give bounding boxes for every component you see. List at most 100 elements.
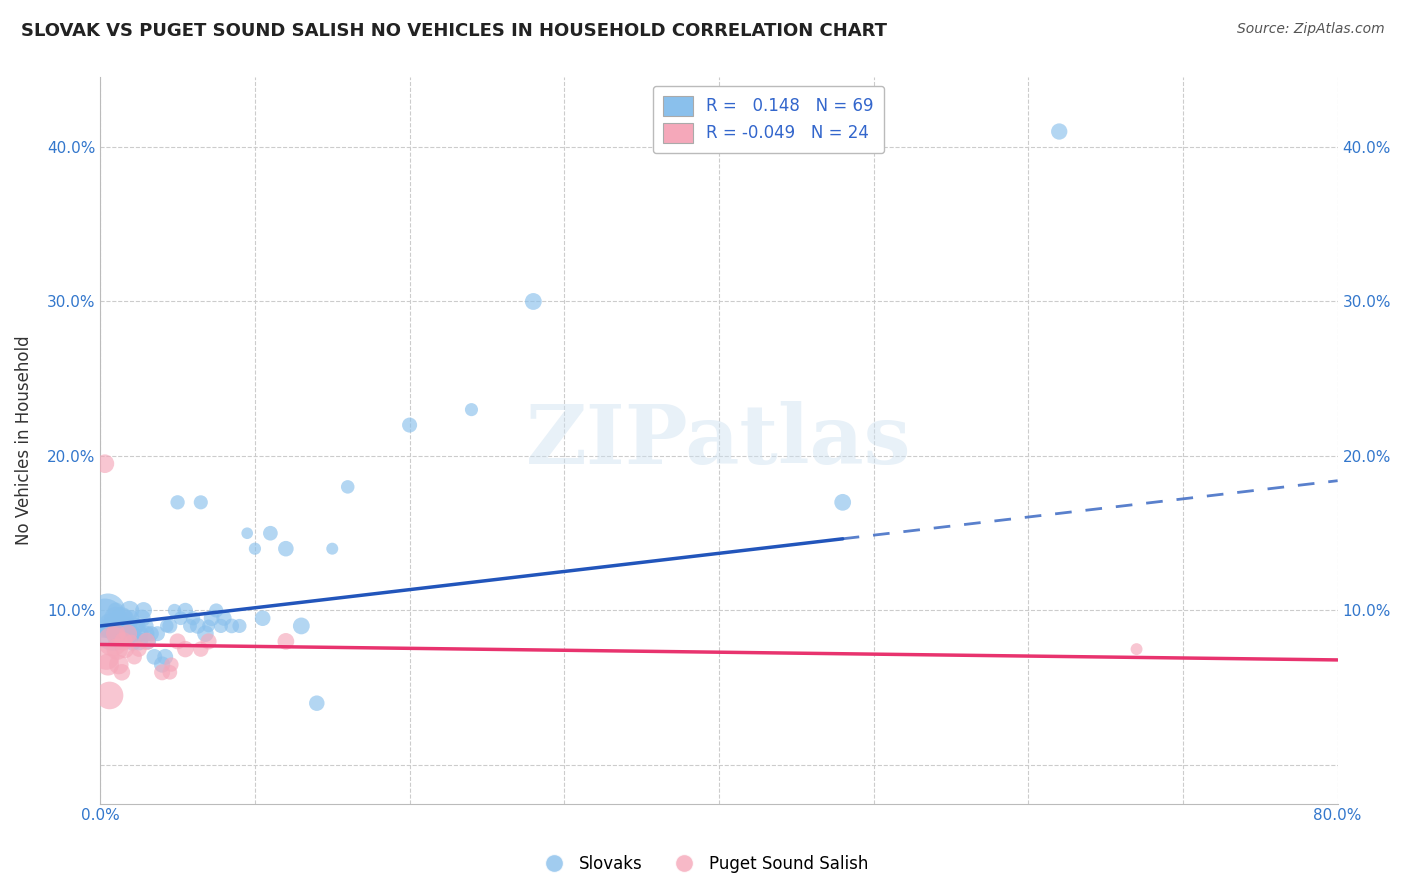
Text: Source: ZipAtlas.com: Source: ZipAtlas.com: [1237, 22, 1385, 37]
Point: [159, 619, 181, 633]
Text: ZIPatlas: ZIPatlas: [526, 401, 911, 481]
Point: [98, 689, 121, 703]
Point: [114, 611, 136, 625]
Point: [274, 634, 297, 648]
Point: [121, 634, 143, 648]
Point: [128, 642, 150, 657]
Point: [160, 657, 183, 672]
Point: [100, 619, 122, 633]
Point: [108, 626, 131, 640]
Point: [104, 619, 127, 633]
Point: [290, 619, 312, 633]
Point: [135, 626, 157, 640]
Point: [166, 495, 188, 509]
Point: [321, 541, 343, 556]
Point: [101, 626, 124, 640]
Point: [125, 619, 148, 633]
Point: [252, 611, 274, 625]
Point: [110, 619, 132, 633]
Point: [194, 626, 217, 640]
Point: [201, 611, 224, 625]
Point: [117, 619, 139, 633]
Point: [150, 665, 173, 680]
Point: [131, 611, 153, 625]
Point: [166, 634, 188, 648]
Point: [104, 626, 127, 640]
Point: [236, 526, 259, 541]
Point: [114, 642, 136, 657]
Point: [243, 541, 266, 556]
Point: [112, 626, 135, 640]
Point: [135, 634, 157, 648]
Point: [94, 611, 117, 625]
Point: [96, 649, 118, 664]
Point: [112, 619, 135, 633]
Point: [150, 657, 173, 672]
Point: [259, 526, 281, 541]
Point: [104, 603, 127, 617]
Point: [111, 611, 134, 625]
Point: [163, 603, 186, 617]
Point: [1125, 642, 1147, 657]
Point: [104, 626, 127, 640]
Point: [179, 619, 201, 633]
Legend: R =   0.148   N = 69, R = -0.049   N = 24: R = 0.148 N = 69, R = -0.049 N = 24: [652, 86, 884, 153]
Point: [104, 611, 127, 625]
Point: [209, 619, 232, 633]
Point: [136, 634, 159, 648]
Point: [212, 611, 235, 625]
Legend: Slovaks, Puget Sound Salish: Slovaks, Puget Sound Salish: [530, 848, 876, 880]
Point: [124, 626, 146, 640]
Point: [108, 657, 131, 672]
Point: [205, 603, 228, 617]
Point: [336, 480, 359, 494]
Point: [305, 696, 328, 710]
Point: [174, 603, 197, 617]
Point: [221, 619, 243, 633]
Point: [135, 619, 157, 633]
Point: [128, 634, 150, 648]
Point: [120, 626, 142, 640]
Point: [187, 619, 209, 633]
Point: [105, 642, 128, 657]
Point: [143, 649, 166, 664]
Point: [190, 495, 212, 509]
Point: [156, 619, 179, 633]
Point: [97, 657, 120, 672]
Point: [120, 634, 142, 648]
Point: [120, 619, 142, 633]
Point: [115, 626, 138, 640]
Point: [197, 634, 219, 648]
Point: [831, 495, 853, 509]
Point: [274, 541, 297, 556]
Point: [105, 634, 128, 648]
Point: [170, 611, 193, 625]
Point: [228, 619, 250, 633]
Point: [398, 418, 420, 433]
Point: [118, 603, 141, 617]
Text: SLOVAK VS PUGET SOUND SALISH NO VEHICLES IN HOUSEHOLD CORRELATION CHART: SLOVAK VS PUGET SOUND SALISH NO VEHICLES…: [21, 22, 887, 40]
Point: [128, 619, 150, 633]
Point: [120, 611, 142, 625]
Point: [101, 634, 124, 648]
Point: [97, 603, 120, 617]
Point: [159, 665, 181, 680]
Point: [174, 642, 197, 657]
Point: [155, 649, 177, 664]
Point: [129, 626, 152, 640]
Point: [141, 626, 163, 640]
Point: [124, 649, 146, 664]
Point: [111, 665, 134, 680]
Point: [197, 619, 219, 633]
Point: [117, 626, 139, 640]
Point: [181, 611, 204, 625]
Y-axis label: No Vehicles in Household: No Vehicles in Household: [15, 335, 32, 545]
Point: [94, 457, 117, 471]
Point: [132, 603, 155, 617]
Point: [190, 642, 212, 657]
Point: [146, 626, 169, 640]
Point: [112, 634, 135, 648]
Point: [1047, 124, 1070, 138]
Point: [522, 294, 544, 309]
Point: [460, 402, 482, 417]
